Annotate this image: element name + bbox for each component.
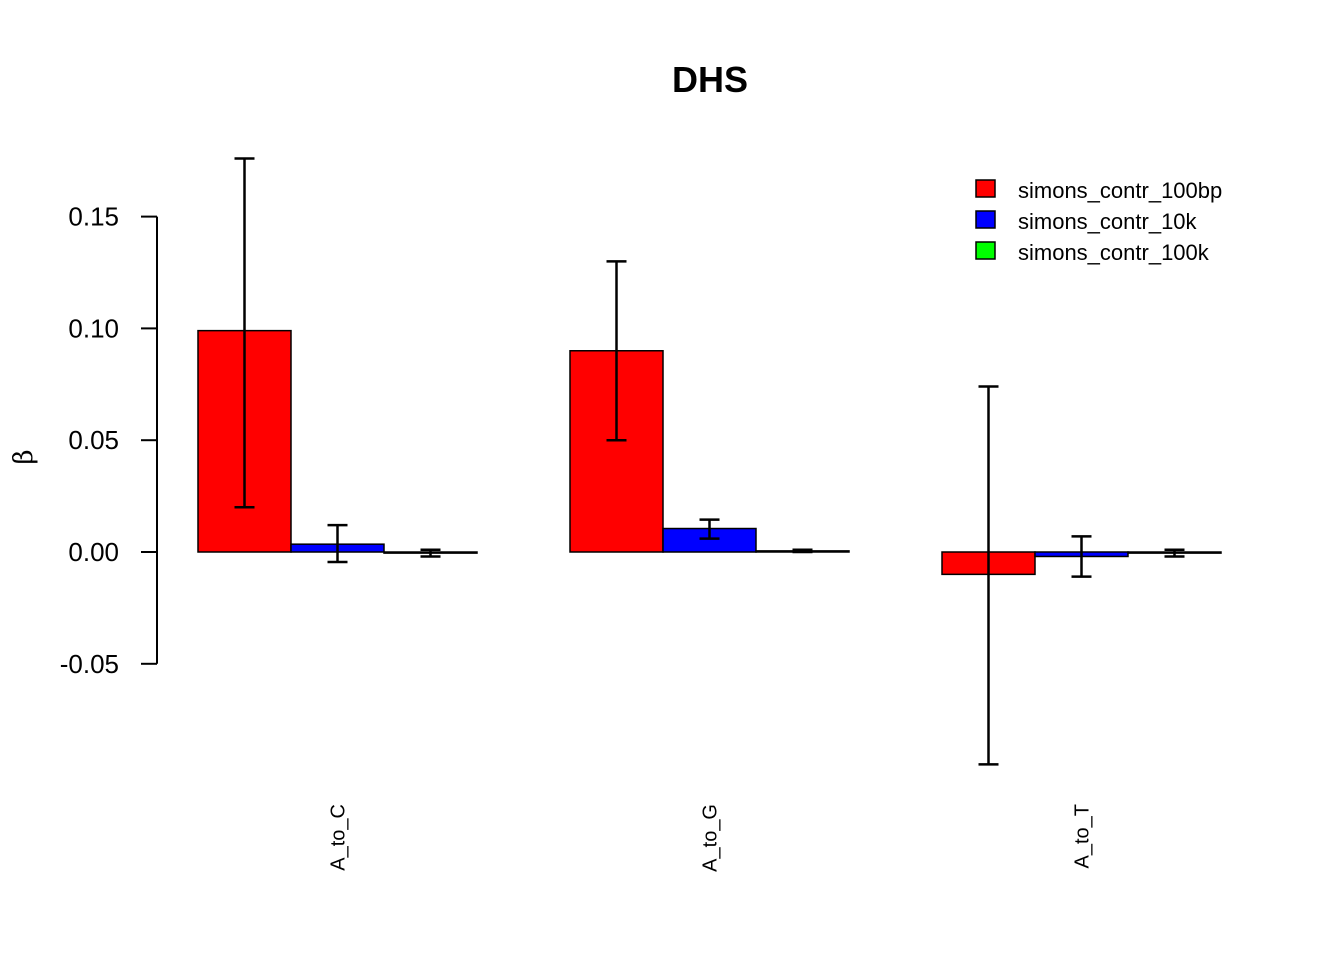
y-tick-label: -0.05	[60, 649, 119, 679]
y-axis: -0.05 0.00 0.05 0.10 0.15	[60, 202, 158, 679]
error-bars	[234, 157, 1185, 766]
error-bar	[978, 385, 999, 766]
legend-swatch	[975, 241, 996, 260]
x-category-label: A_to_G	[700, 804, 722, 872]
error-bar	[327, 523, 348, 564]
legend-label: simons_contr_100bp	[1018, 178, 1222, 203]
error-bar	[1071, 535, 1092, 578]
error-bar	[234, 157, 255, 509]
y-axis-label: β	[9, 449, 39, 464]
error-bar	[1164, 548, 1185, 558]
legend-label: simons_contr_10k	[1018, 209, 1198, 234]
y-tick-label: 0.10	[68, 313, 119, 343]
error-bar	[792, 548, 813, 554]
legend-item: simons_contr_100bp	[975, 178, 1222, 203]
legend: simons_contr_100bp simons_contr_10ksimons…	[975, 178, 1222, 265]
legend-swatch	[975, 179, 996, 198]
legend-label: simons_contr_100k	[1018, 240, 1210, 265]
error-bar	[606, 260, 627, 442]
legend-item: simons_contr_10k	[975, 209, 1198, 234]
y-tick-label: 0.05	[68, 425, 119, 455]
legend-swatch	[975, 210, 996, 229]
category-labels: A_to_C A_to_G A_to_T	[328, 804, 1094, 872]
error-bar	[699, 518, 720, 540]
y-tick-label: 0.15	[68, 202, 119, 232]
x-category-label: A_to_C	[328, 804, 350, 871]
x-category-label: A_to_T	[1072, 804, 1094, 868]
error-bar	[420, 548, 441, 558]
legend-item: simons_contr_100k	[975, 240, 1210, 265]
y-tick-label: 0.00	[68, 537, 119, 567]
chart-title: DHS	[672, 59, 748, 100]
